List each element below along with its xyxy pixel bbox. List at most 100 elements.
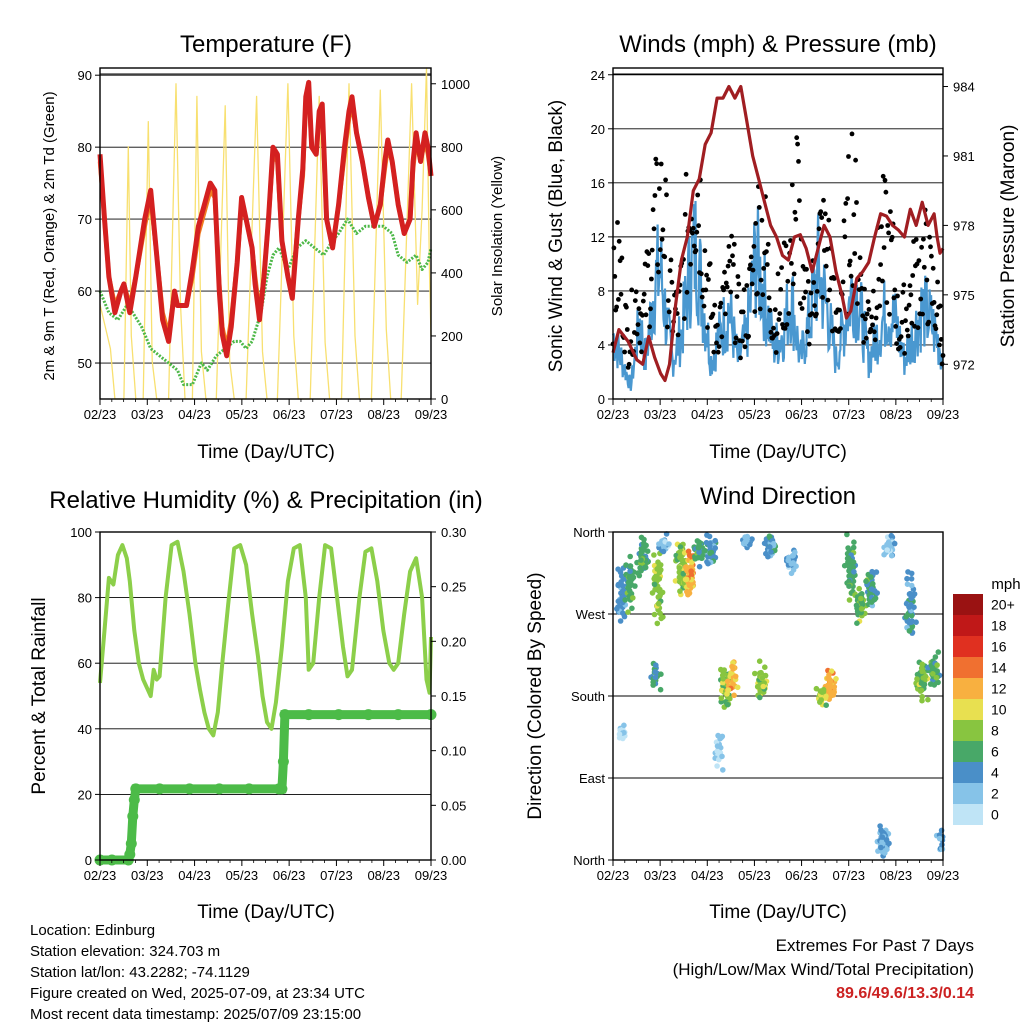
- gust-point: [757, 306, 763, 312]
- rainfall-point: [279, 709, 291, 721]
- station-latlon: Station lat/lon: 43.2282; -74.1129: [30, 964, 250, 981]
- direction-point: [759, 675, 766, 681]
- gust-point: [739, 338, 745, 344]
- direction-point: [705, 560, 711, 567]
- direction-point: [712, 545, 718, 551]
- colorbar-label: 2: [991, 786, 999, 802]
- y-tick-label: 100: [70, 525, 92, 540]
- direction-point: [638, 557, 644, 563]
- gust-point: [887, 311, 892, 317]
- x-tick-label: 05/23: [226, 407, 259, 422]
- gust-point: [891, 295, 897, 301]
- direction-point: [627, 568, 633, 575]
- direction-point: [706, 533, 713, 540]
- gust-point: [866, 307, 872, 312]
- direction-point: [904, 575, 910, 582]
- gust-point: [740, 309, 746, 315]
- gust-point: [651, 226, 657, 232]
- gust-point: [706, 277, 711, 282]
- y-right-tick-label: 800: [441, 140, 463, 155]
- gust-point: [837, 307, 842, 313]
- colorbar-swatch: [953, 699, 983, 720]
- gust-point: [722, 269, 727, 275]
- winds-axes: 0 4 8 12 16 20 24 972 975 978 981 984 02/23 03/23 04/2…: [591, 68, 975, 422]
- x-tick-label: 07/23: [832, 407, 865, 422]
- direction-point: [629, 605, 635, 612]
- direction-point: [853, 602, 860, 609]
- gust-point: [803, 289, 808, 295]
- gust-point: [872, 337, 878, 343]
- gust-point: [759, 217, 765, 223]
- gust-point: [849, 131, 855, 137]
- direction-point: [827, 683, 834, 690]
- direction-point: [652, 674, 659, 681]
- x-tick-label: 09/23: [927, 407, 960, 422]
- direction-point: [790, 560, 796, 566]
- direction-point: [908, 595, 915, 601]
- x-tick-label: 09/23: [927, 868, 960, 883]
- direction-point: [766, 533, 773, 539]
- gust-point: [755, 291, 760, 296]
- colorbar-swatch: [953, 678, 983, 699]
- temperature-y-label: 2m & 9m T (Red, Orange) & 2m Td (Green): [41, 91, 58, 380]
- x-tick-label: 08/23: [880, 868, 913, 883]
- y-tick-label: 60: [78, 284, 92, 299]
- gust-point: [717, 304, 723, 310]
- y-right-tick-label: 981: [953, 149, 975, 164]
- y-right-tick-label: 0: [441, 392, 448, 407]
- gust-point: [927, 234, 932, 240]
- direction-point: [846, 578, 852, 585]
- direction-point: [932, 654, 939, 660]
- gust-point: [719, 334, 725, 340]
- extremes-value: 89.6/49.6/13.3/0.14: [836, 985, 974, 1002]
- direction-point: [818, 697, 824, 703]
- gust-point: [778, 287, 784, 292]
- gust-point: [820, 295, 825, 300]
- y-tick-label: North: [573, 853, 605, 868]
- gust-point: [782, 326, 788, 331]
- gust-point: [774, 331, 780, 336]
- direction-point: [908, 602, 914, 608]
- gust-point: [657, 247, 663, 253]
- y-right-tick-label: 200: [441, 329, 463, 344]
- y-tick-label: North: [573, 525, 605, 540]
- y-right-tick-label: 0.25: [441, 580, 466, 595]
- gust-point: [886, 230, 891, 236]
- colorbar-swatch: [953, 636, 983, 657]
- direction-point: [625, 585, 631, 591]
- direction-point: [919, 665, 925, 671]
- direction-point: [672, 578, 679, 584]
- direction-point: [638, 549, 644, 556]
- direction-point: [712, 537, 718, 544]
- gust-point: [723, 280, 729, 286]
- gust-point: [649, 276, 654, 282]
- gust-point: [818, 209, 824, 215]
- y-right-tick-label: 972: [953, 357, 975, 372]
- direction-point: [854, 620, 860, 626]
- gust-point: [812, 303, 817, 308]
- gust-point: [633, 289, 639, 295]
- direction-point: [767, 544, 773, 550]
- x-tick-label: 04/23: [178, 407, 211, 422]
- direction-point: [906, 628, 913, 634]
- gust-point: [811, 280, 817, 285]
- gust-point: [861, 340, 866, 345]
- direction-point: [718, 695, 725, 701]
- direction-point: [714, 763, 720, 769]
- direction-point: [720, 767, 726, 773]
- direction-point: [756, 658, 763, 664]
- x-tick-label: 08/23: [367, 407, 400, 422]
- direction-point: [679, 557, 686, 563]
- direction-point: [851, 539, 857, 545]
- gust-point: [634, 331, 640, 337]
- direction-point: [650, 679, 656, 685]
- gust-point: [847, 258, 853, 264]
- temperature-panel: Temperature (F) 2m & 9m T (Red, Orange) …: [41, 31, 506, 463]
- gust-point: [797, 301, 803, 306]
- direction-point: [884, 547, 890, 553]
- direction-point: [856, 585, 862, 592]
- direction-point: [913, 619, 919, 625]
- gust-point: [870, 322, 875, 328]
- gust-point: [714, 340, 719, 346]
